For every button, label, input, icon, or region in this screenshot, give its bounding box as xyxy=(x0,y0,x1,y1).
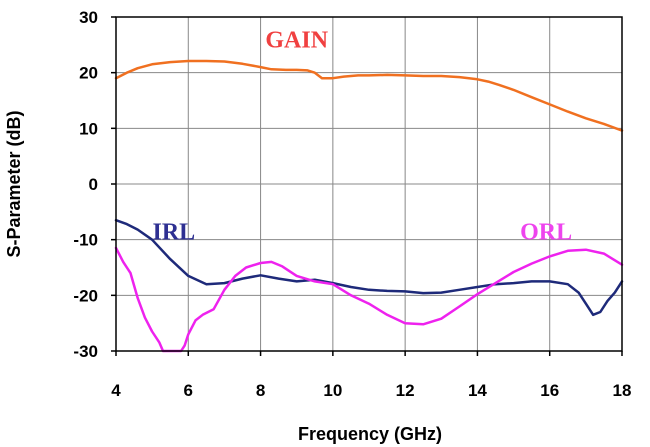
annotations: GAIN IRL ORL xyxy=(152,28,572,246)
annotation-gain: GAIN xyxy=(265,28,328,54)
series-orl-line xyxy=(114,246,624,353)
x-tick-label: 10 xyxy=(323,381,342,400)
y-tick-label: 30 xyxy=(79,8,98,27)
y-tick-label: -10 xyxy=(73,231,98,250)
x-tick-label: 14 xyxy=(468,381,487,400)
x-tick-label: 16 xyxy=(540,381,559,400)
y-tick-label: 20 xyxy=(79,64,98,83)
y-tick-label: -30 xyxy=(73,342,98,361)
tick-labels: 4 6 8 10 12 14 16 18 -30 -20 -10 0 10 20 30 xyxy=(73,8,631,400)
x-tick-label: 12 xyxy=(396,381,415,400)
y-tick-label: 0 xyxy=(89,175,98,194)
x-tick-label: 8 xyxy=(256,381,265,400)
y-axis-label: S-Parameter (dB) xyxy=(4,110,24,257)
series-gain-line xyxy=(114,59,624,132)
annotation-irl: IRL xyxy=(152,220,195,246)
x-axis-label: Frequency (GHz) xyxy=(298,424,442,444)
annotation-orl: ORL xyxy=(520,220,572,246)
y-tick-label: 10 xyxy=(79,119,98,138)
y-tick-label: -20 xyxy=(73,286,98,305)
series-layer xyxy=(114,59,624,353)
x-tick-label: 4 xyxy=(111,381,121,400)
x-tick-label: 18 xyxy=(613,381,632,400)
x-tick-label: 6 xyxy=(184,381,193,400)
series-irl-line xyxy=(114,218,624,317)
